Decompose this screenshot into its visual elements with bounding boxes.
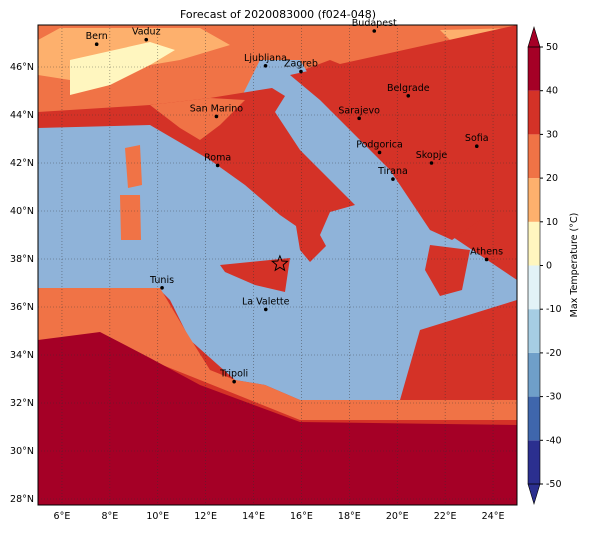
- city-marker: [232, 379, 236, 384]
- city-label: Tunis: [149, 275, 174, 286]
- y-tick-label: 42°N: [10, 158, 34, 169]
- y-tick-label: 28°N: [10, 494, 34, 505]
- colorbar-tick-label: 10: [546, 217, 558, 228]
- city-marker: [263, 64, 268, 68]
- graticule: 6°E 8°E 10°E 12°E 14°E 16°E 18°E 20°E 22°E 24°E 28…: [10, 25, 517, 522]
- city-label: Budapest: [352, 18, 397, 29]
- colorbar-tick-label: 30: [546, 129, 558, 140]
- city-label: Ljubljana: [244, 53, 287, 64]
- title: Forecast of 2020083000 (f024-048): [180, 8, 376, 21]
- colorbar-segment: [528, 221, 540, 266]
- colorbar-segment: [528, 90, 540, 135]
- y-tick-label: 30°N: [10, 446, 34, 457]
- x-tick-label: 18°E: [338, 511, 361, 522]
- map-frame: [37, 24, 518, 506]
- city-label: Athens: [470, 246, 503, 257]
- city-marker: [299, 69, 303, 74]
- colorbar-tick-label: 40: [546, 86, 558, 97]
- colorbar-tick-label: 20: [546, 173, 558, 184]
- colorbar: -50 -40 -30 -20 -10 0 10 20 30 40 50: [527, 25, 562, 506]
- x-tick-label: 14°E: [242, 511, 265, 522]
- city-marker: [377, 150, 382, 155]
- x-tick-label: 16°E: [290, 511, 313, 522]
- y-tick-label: 40°N: [10, 206, 34, 217]
- city-label: Tirana: [377, 166, 408, 177]
- city-label: Belgrade: [387, 83, 430, 94]
- city-label: Skopje: [416, 150, 448, 161]
- star-marker: [271, 254, 289, 272]
- y-tick-label: 46°N: [10, 62, 34, 73]
- colorbar-segment: [528, 134, 540, 179]
- city-marker: [372, 29, 377, 33]
- city-marker: [406, 94, 411, 98]
- city-label: Vaduz: [132, 27, 161, 38]
- colorbar-segment: [528, 352, 540, 397]
- city-marker: [215, 163, 220, 168]
- city-marker: [263, 307, 268, 312]
- x-tick-label: 6°E: [54, 511, 71, 522]
- city-marker: [160, 286, 164, 290]
- x-tick-label: 20°E: [386, 511, 409, 522]
- colorbar-tick-label: -40: [546, 435, 562, 446]
- colorbar-segment: [528, 265, 540, 310]
- city-label: Podgorica: [356, 139, 403, 150]
- x-tick-label: 22°E: [434, 511, 457, 522]
- y-tick-label: 34°N: [10, 350, 34, 361]
- colorbar-extend-top: [527, 25, 541, 48]
- city-marker: [144, 37, 149, 42]
- y-tick-label: 32°N: [10, 398, 34, 409]
- y-tick-label: 38°N: [10, 254, 34, 265]
- colorbar-tick-label: 0: [546, 261, 552, 272]
- city-label: Sarajevo: [338, 105, 380, 116]
- colorbar-tick-label: -10: [546, 304, 562, 315]
- city-label: La Valette: [242, 296, 290, 307]
- city-marker: [429, 161, 434, 165]
- city-marker: [484, 257, 489, 262]
- x-tick-label: 10°E: [146, 511, 169, 522]
- colorbar-segment: [528, 440, 540, 484]
- y-tick-label: 44°N: [10, 110, 34, 121]
- colorbar-label: Max Temperature (°C): [569, 213, 580, 318]
- x-tick-label: 24°E: [482, 511, 505, 522]
- city-label: Sofia: [465, 133, 489, 144]
- city-label: Bern: [86, 31, 108, 42]
- city-label: Tripoli: [219, 369, 248, 380]
- colorbar-segment: [528, 47, 540, 91]
- city-marker: [214, 114, 219, 119]
- city-label: San Marino: [190, 103, 243, 114]
- colorbar-segment: [528, 178, 540, 222]
- colorbar-tick-label: -50: [546, 479, 562, 490]
- colorbar-segment: [528, 309, 540, 353]
- x-tick-label: 12°E: [194, 511, 217, 522]
- x-tick-label: 8°E: [101, 511, 118, 522]
- y-tick-label: 36°N: [10, 302, 34, 313]
- city-marker: [357, 116, 361, 121]
- city-label: Zagreb: [284, 59, 318, 70]
- colorbar-extend-bottom: [527, 483, 541, 506]
- city-marker: [94, 42, 99, 46]
- city-marker: [474, 144, 479, 148]
- colorbar-tick-label: -20: [546, 348, 562, 359]
- city-marker: [391, 177, 395, 181]
- colorbar-tick-label: 50: [546, 42, 558, 53]
- city-label: Roma: [204, 152, 231, 163]
- colorbar-segment: [528, 396, 540, 441]
- colorbar-tick-label: -30: [546, 392, 562, 403]
